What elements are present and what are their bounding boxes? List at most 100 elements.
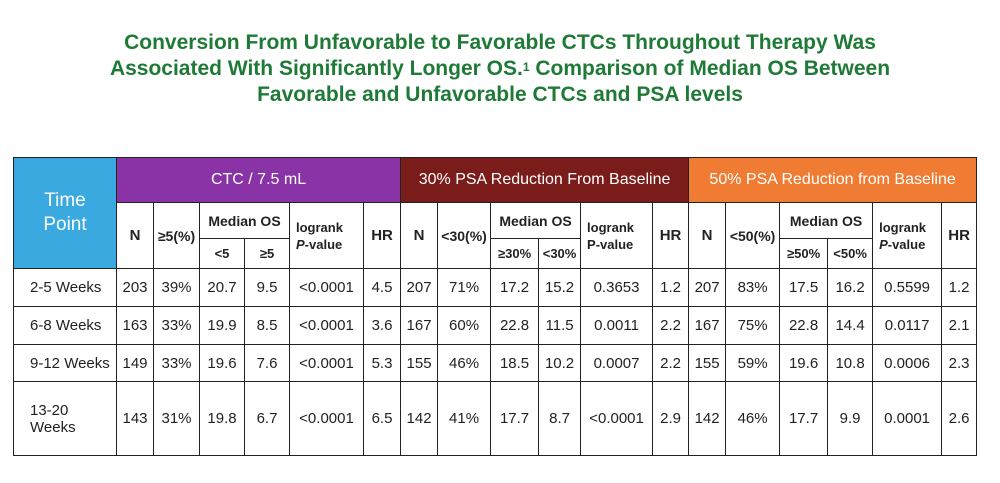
- ctc-n: 203: [116, 268, 154, 307]
- timepoint-header: Time Point: [13, 157, 117, 269]
- title-reference: 1: [522, 60, 530, 74]
- page-title: Conversion From Unfavorable to Favorable…: [0, 30, 1000, 108]
- psa50-os-ge: 22.8: [779, 305, 829, 345]
- logrank-label: logrank: [296, 219, 343, 235]
- psa30-n: 207: [400, 268, 439, 307]
- psa30-pvalue: 0.0011: [580, 305, 654, 345]
- timepoint-cell: 13-20 Weeks: [13, 381, 117, 456]
- col-median-os-psa30: Median OS: [490, 202, 582, 239]
- psa50-n: 155: [688, 343, 727, 383]
- group-header-psa50: 50% PSA Reduction from Baseline: [688, 157, 978, 203]
- pvalue-label: P-value: [879, 236, 926, 252]
- sub-ctc-low: <5: [199, 238, 245, 269]
- psa50-hr: 1.2: [941, 268, 978, 307]
- ctc-os-high: 8.5: [244, 305, 290, 345]
- timepoint-header-line-1: Time: [44, 190, 86, 211]
- table-row: 6-8 Weeks 163 33% 19.9 8.5 <0.0001 3.6 1…: [13, 305, 978, 345]
- sub-psa50-ge: ≥50%: [779, 238, 829, 269]
- group-header-psa30: 30% PSA Reduction From Baseline: [400, 157, 690, 203]
- ctc-hr: 5.3: [362, 343, 402, 383]
- ctc-os-high: 6.7: [244, 381, 290, 456]
- title-line-2: Associated With Significantly Longer OS.…: [0, 56, 1000, 82]
- psa50-hr: 2.3: [941, 343, 978, 383]
- sub-psa50-lt: <50%: [827, 238, 874, 269]
- col-hr-ctc: HR: [362, 202, 402, 269]
- col-pct-psa30: <30(%): [437, 202, 492, 269]
- psa30-pct: 71%: [437, 268, 492, 307]
- ctc-pvalue: <0.0001: [289, 268, 364, 307]
- col-logrank-psa30: logrank P-value: [580, 202, 654, 269]
- ctc-hr: 6.5: [362, 381, 402, 456]
- psa50-pvalue: 0.0117: [872, 305, 943, 345]
- psa30-pct: 60%: [437, 305, 492, 345]
- psa50-pct: 46%: [725, 381, 781, 456]
- psa50-hr: 2.1: [941, 305, 978, 345]
- psa30-os-ge: 17.7: [490, 381, 540, 456]
- ctc-os-low: 19.6: [199, 343, 245, 383]
- psa30-hr: 2.2: [652, 343, 690, 383]
- col-n-psa30: N: [400, 202, 439, 269]
- table-row: 9-12 Weeks 149 33% 19.6 7.6 <0.0001 5.3 …: [13, 343, 978, 383]
- psa30-os-lt: 8.7: [538, 381, 582, 456]
- psa30-pvalue: 0.3653: [580, 268, 654, 307]
- psa50-os-lt: 16.2: [827, 268, 874, 307]
- col-logrank-psa50: logrank P-value: [872, 202, 943, 269]
- ctc-pct: 33%: [153, 343, 200, 383]
- title-line-1: Conversion From Unfavorable to Favorable…: [124, 31, 876, 54]
- ctc-os-low: 20.7: [199, 268, 245, 307]
- timepoint-cell: 2-5 Weeks: [13, 268, 117, 307]
- psa30-n: 167: [400, 305, 439, 345]
- ctc-pvalue: <0.0001: [289, 381, 364, 456]
- ctc-pct: 31%: [153, 381, 200, 456]
- logrank-label: logrank: [879, 219, 927, 235]
- timepoint-cell: 9-12 Weeks: [13, 343, 117, 383]
- psa50-os-ge: 19.6: [779, 343, 829, 383]
- sub-ctc-high: ≥5: [244, 238, 290, 269]
- timepoint-cell: 6-8 Weeks: [13, 305, 117, 345]
- title-line-2a: Associated With Significantly Longer OS.: [109, 57, 523, 80]
- psa30-os-ge: 22.8: [490, 305, 540, 345]
- ctc-pvalue: <0.0001: [289, 343, 364, 383]
- psa30-pvalue: <0.0001: [580, 381, 654, 456]
- psa50-pvalue: 0.0006: [872, 343, 943, 383]
- ctc-hr: 3.6: [362, 305, 402, 345]
- col-pct-ctc: ≥5(%): [153, 202, 200, 269]
- psa30-os-lt: 11.5: [538, 305, 582, 345]
- ctc-os-high: 7.6: [244, 343, 290, 383]
- pvalue-label: P-value: [587, 236, 634, 252]
- group-header-row: Time Point CTC / 7.5 mL 30% PSA Reductio…: [13, 157, 978, 269]
- ctc-pvalue: <0.0001: [289, 305, 364, 345]
- sub-psa30-ge: ≥30%: [490, 238, 540, 269]
- psa30-n: 155: [400, 343, 439, 383]
- title-line-2b: Comparison of Median OS Between: [529, 57, 891, 80]
- psa50-n: 167: [688, 305, 727, 345]
- pvalue-italic-p: P: [296, 236, 305, 252]
- psa30-hr: 2.2: [652, 305, 690, 345]
- psa50-hr: 2.6: [941, 381, 978, 456]
- col-median-os-ctc: Median OS: [199, 202, 290, 239]
- sub-psa30-lt: <30%: [538, 238, 582, 269]
- psa50-os-lt: 10.8: [827, 343, 874, 383]
- psa30-os-lt: 15.2: [538, 268, 582, 307]
- timepoint-header-line-2: Point: [43, 214, 87, 235]
- group-header-ctc: CTC / 7.5 mL: [115, 157, 402, 203]
- psa50-os-ge: 17.7: [779, 381, 829, 456]
- psa30-hr: 2.9: [652, 381, 690, 456]
- psa30-os-lt: 10.2: [538, 343, 582, 383]
- pvalue-italic-p: P: [879, 236, 888, 252]
- psa50-pct: 59%: [725, 343, 781, 383]
- table-row: 13-20 Weeks 143 31% 19.8 6.7 <0.0001 6.5…: [13, 381, 978, 456]
- psa50-os-ge: 17.5: [779, 268, 829, 307]
- psa50-n: 142: [688, 381, 727, 456]
- psa50-os-lt: 14.4: [827, 305, 874, 345]
- psa30-hr: 1.2: [652, 268, 690, 307]
- pvalue-label: P-value: [296, 236, 343, 252]
- subheader-row: <5 ≥5 ≥30% <30% ≥50% <50%: [14, 238, 977, 269]
- psa30-os-ge: 17.2: [490, 268, 540, 307]
- col-hr-psa50: HR: [941, 202, 978, 269]
- title-line-3: Favorable and Unfavorable CTCs and PSA l…: [257, 83, 743, 106]
- column-header-row: N ≥5(%) Median OS logrank P-value HR N <3…: [14, 202, 978, 269]
- psa50-pvalue: 0.5599: [872, 268, 943, 307]
- col-n-ctc: N: [116, 202, 154, 269]
- psa30-pct: 46%: [437, 343, 492, 383]
